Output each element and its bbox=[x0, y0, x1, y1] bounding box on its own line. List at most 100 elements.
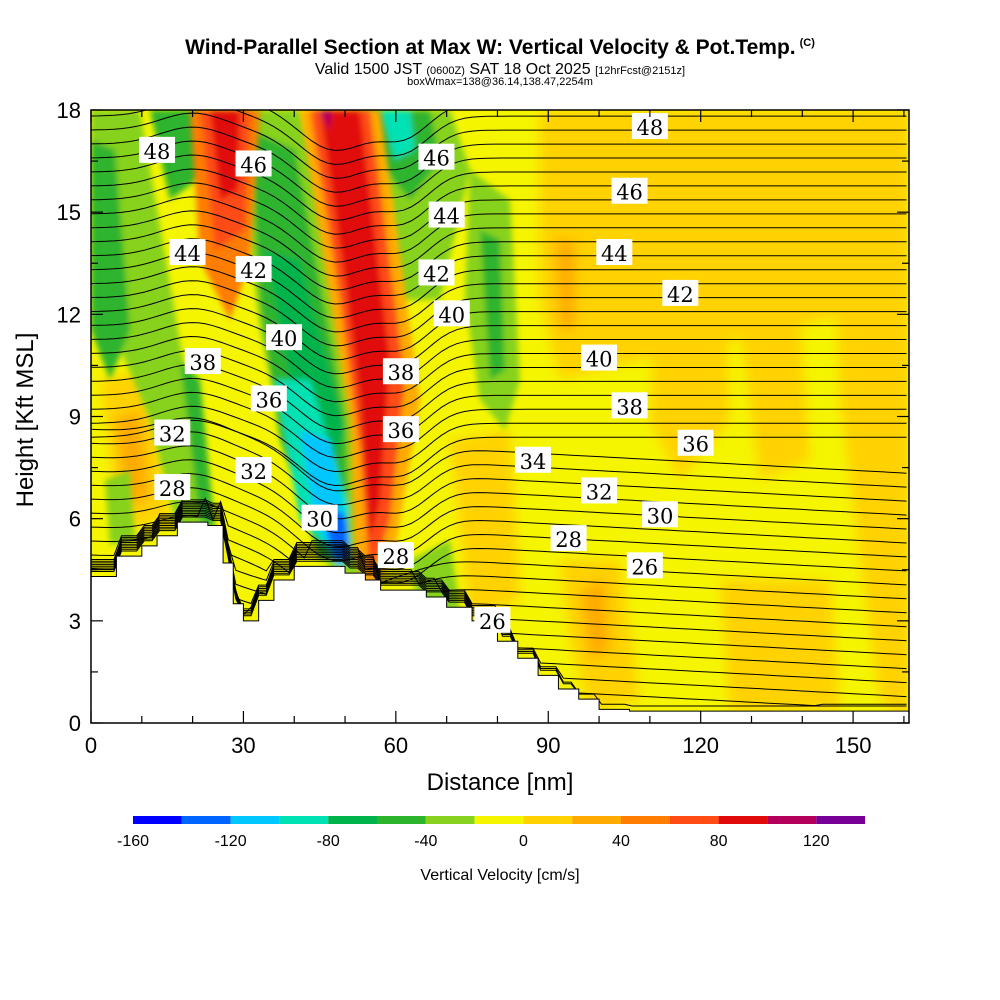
theta-label-box bbox=[474, 606, 511, 633]
theta-contour-line bbox=[91, 308, 907, 375]
theta-label-box bbox=[250, 385, 287, 412]
colorbar-tick-label: 40 bbox=[612, 833, 630, 850]
theta-label: 46 bbox=[235, 150, 272, 177]
theta-contour-line bbox=[91, 377, 907, 445]
theta-label-text: 44 bbox=[601, 242, 628, 266]
theta-label-text: 42 bbox=[423, 262, 450, 286]
copyright-mark: (C) bbox=[799, 37, 815, 49]
theta-label: 32 bbox=[581, 477, 618, 504]
theta-contour-line bbox=[91, 499, 907, 586]
chart-title-text: Wind-Parallel Section at Max W: Vertical… bbox=[185, 36, 796, 59]
colorbar-title: Vertical Velocity [cm/s] bbox=[420, 867, 579, 884]
theta-label: 44 bbox=[169, 239, 206, 266]
theta-label-box bbox=[154, 419, 191, 446]
theta-label-text: 40 bbox=[271, 327, 298, 351]
theta-contour-line bbox=[91, 363, 907, 431]
theta-contour-line bbox=[91, 126, 907, 193]
theta-label-text: 46 bbox=[423, 147, 450, 171]
theta-label: 26 bbox=[474, 606, 511, 634]
theta-label-box bbox=[235, 150, 272, 177]
colorbar-swatch bbox=[133, 816, 182, 824]
downdraft-bands bbox=[91, 110, 520, 620]
theta-label-box bbox=[382, 358, 419, 385]
theta-label-box bbox=[677, 429, 714, 456]
theta-label-box bbox=[301, 504, 338, 531]
theta-contour-line bbox=[91, 322, 907, 389]
x-tick-label: 120 bbox=[682, 733, 719, 758]
velocity-field bbox=[91, 110, 909, 723]
colorbar-tick-label: 120 bbox=[803, 833, 830, 850]
theta-label-box bbox=[581, 477, 618, 504]
x-tick-label: 150 bbox=[835, 733, 872, 758]
theta-label-box bbox=[266, 324, 303, 351]
theta-label: 40 bbox=[581, 344, 618, 372]
theta-label-box bbox=[611, 392, 648, 419]
y-tick-label: 15 bbox=[57, 200, 81, 225]
theta-contour-line bbox=[91, 112, 907, 179]
theta-label-box bbox=[377, 542, 414, 569]
theta-label-box bbox=[235, 256, 272, 283]
theta-contour-line bbox=[91, 140, 907, 207]
theta-label-text: 32 bbox=[240, 460, 267, 484]
theta-label-text: 36 bbox=[682, 433, 709, 457]
colorbar-swatch bbox=[621, 816, 670, 824]
theta-contour-line bbox=[91, 501, 907, 600]
theta-label-text: 40 bbox=[586, 348, 613, 372]
colorbar-swatch bbox=[425, 816, 475, 824]
theta-label-text: 38 bbox=[616, 395, 643, 419]
theta-label-text: 30 bbox=[647, 504, 674, 528]
theta-contour-line bbox=[91, 459, 907, 534]
theta-label: 46 bbox=[418, 143, 455, 171]
theta-label-box bbox=[382, 416, 419, 443]
theta-label: 34 bbox=[515, 446, 552, 474]
theta-label: 36 bbox=[677, 429, 714, 457]
theta-contour-line bbox=[91, 252, 907, 319]
theta-label: 26 bbox=[626, 552, 663, 579]
theta-contour-line bbox=[91, 431, 907, 506]
colorbar-swatch bbox=[572, 816, 621, 824]
colorbar-tick-label: -80 bbox=[317, 833, 340, 850]
theta-label-box bbox=[550, 525, 587, 552]
theta-label: 44 bbox=[596, 239, 633, 266]
theta-label-box bbox=[642, 501, 679, 528]
theta-label-text: 36 bbox=[255, 388, 282, 412]
theta-label: 32 bbox=[154, 419, 191, 447]
colorbar-swatch bbox=[669, 816, 719, 824]
theta-contour-line bbox=[91, 280, 907, 347]
subtitle-valid: Valid 1500 JST bbox=[314, 61, 422, 78]
theta-label: 46 bbox=[611, 177, 648, 205]
theta-contour-line bbox=[91, 110, 907, 165]
theta-label: 30 bbox=[301, 504, 338, 532]
theta-label-text: 48 bbox=[144, 140, 171, 164]
theta-label: 28 bbox=[154, 474, 191, 501]
theta-label-box bbox=[428, 201, 465, 228]
theta-label-text: 26 bbox=[479, 610, 506, 634]
y-axis-title: Height [Kft MSL] bbox=[12, 333, 39, 508]
theta-label: 38 bbox=[611, 392, 648, 419]
theta-label-text: 38 bbox=[189, 351, 216, 375]
theta-label: 40 bbox=[433, 300, 470, 327]
theta-label: 30 bbox=[642, 501, 679, 528]
y-tick-label: 0 bbox=[69, 711, 81, 736]
theta-contour-line bbox=[91, 154, 907, 221]
theta-label-box bbox=[418, 259, 455, 286]
theta-label-text: 30 bbox=[306, 508, 333, 532]
theta-label: 44 bbox=[428, 201, 465, 229]
theta-label: 48 bbox=[139, 136, 176, 164]
theta-label-box bbox=[596, 239, 633, 266]
terrain-surface bbox=[91, 521, 909, 723]
theta-label-text: 36 bbox=[388, 419, 415, 443]
y-tick-label: 3 bbox=[69, 609, 81, 634]
theta-label-box bbox=[139, 136, 176, 163]
theta-contour-line bbox=[91, 238, 907, 305]
theta-label: 36 bbox=[382, 416, 419, 443]
theta-label-text: 40 bbox=[438, 303, 465, 327]
theta-label: 32 bbox=[235, 456, 272, 484]
theta-contour-line bbox=[91, 182, 907, 249]
theta-label-box bbox=[631, 113, 668, 140]
theta-label-text: 28 bbox=[555, 528, 582, 552]
colorbar-swatch bbox=[474, 816, 524, 824]
colorbar-tick-label: 80 bbox=[710, 833, 728, 850]
subtitle-forecast: [12hrFcst@2151z] bbox=[595, 65, 686, 77]
